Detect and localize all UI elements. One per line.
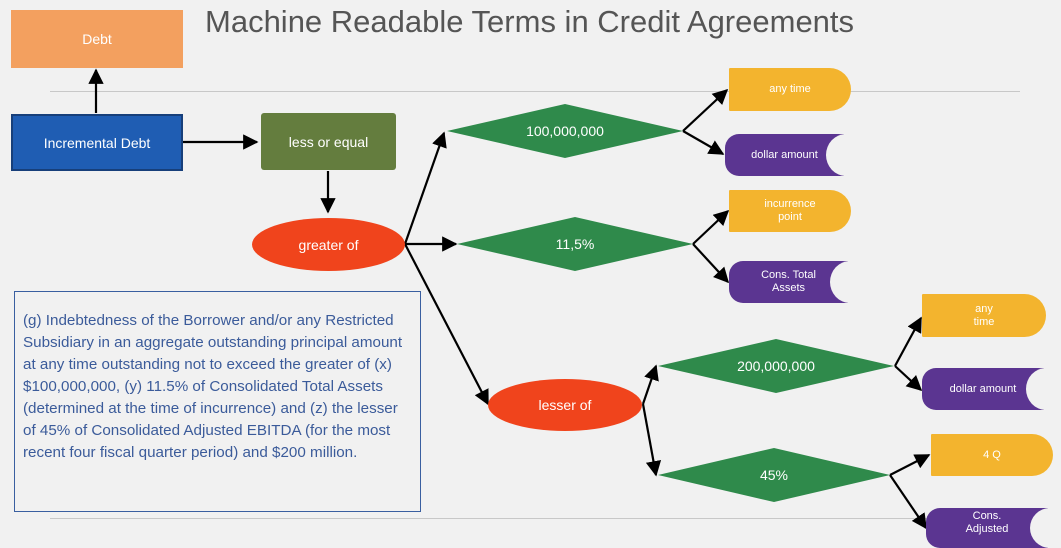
four-q-label: 4 Q (983, 448, 1001, 461)
lesser-of-ellipse: lesser of (488, 379, 642, 431)
lesser-of-label: lesser of (538, 397, 592, 413)
four-q-terminal: 4 Q (931, 434, 1053, 476)
less-or-equal-label: less or equal (288, 133, 369, 150)
arrow-greater-of-to-100m (403, 131, 447, 245)
notch-shape (1026, 368, 1044, 410)
arrow-45-to-4q (889, 454, 931, 476)
slide-title: Machine Readable Terms in Credit Agreeme… (205, 4, 855, 39)
diamond-45-shape (658, 448, 890, 502)
arrow-200m-to-dollar-amount (894, 365, 923, 392)
clause-text: (g) Indebtedness of the Borrower and/or … (23, 312, 403, 461)
arrow-lesser-of-to-200m (641, 364, 659, 405)
any-time-terminal-2: any time (922, 294, 1046, 337)
notch-shape (830, 261, 848, 303)
cons-total-assets-label: Cons. Total Assets (761, 269, 816, 294)
diamond-45-label: 45% (759, 467, 789, 483)
bottom-divider (50, 518, 1020, 519)
dollar-amount-terminal-1: dollar amount (725, 134, 844, 176)
diamond-11-5-label: 11,5% (555, 236, 595, 252)
incurrence-point-label: incurrence point (764, 198, 816, 223)
incremental-debt-label: Incremental Debt (43, 134, 151, 151)
debt-box: Debt (11, 10, 183, 68)
diamond-200m-shape (658, 339, 894, 393)
arrow-45-to-cons-adjusted (889, 474, 927, 530)
incremental-debt-box: Incremental Debt (11, 114, 183, 171)
debt-label: Debt (82, 31, 112, 47)
arrow-lesser-of-to-45 (641, 403, 662, 477)
any-time-terminal-1: any time (729, 68, 851, 111)
arrow-11-5-to-cons-total (692, 243, 730, 284)
arrow-greater-of-to-lesser-of (404, 243, 489, 406)
arrow-100m-to-dollar-amount (682, 130, 725, 155)
cons-adjusted-terminal: Cons. Adjusted (926, 508, 1048, 548)
diamond-100m-shape (447, 104, 683, 158)
greater-of-ellipse: greater of (252, 218, 405, 271)
diamond-11-5-shape (457, 217, 693, 271)
any-time-label-2: any time (973, 302, 995, 328)
clause-text-box: (g) Indebtedness of the Borrower and/or … (14, 291, 421, 512)
cons-total-assets-terminal: Cons. Total Assets (729, 261, 848, 303)
diamond-100m-label: 100,000,000 (526, 123, 604, 139)
cons-adjusted-label: Cons. Adjusted (965, 510, 1009, 535)
connector-layer (88, 68, 931, 530)
arrow-200m-to-any-time (894, 316, 922, 367)
any-time-label-1: any time (769, 83, 811, 95)
dollar-amount-label-2: dollar amount (949, 382, 1017, 395)
notch-shape (826, 134, 844, 176)
dollar-amount-label-1: dollar amount (751, 148, 818, 161)
arrow-11-5-to-incurrence (692, 209, 730, 245)
top-divider (50, 91, 1020, 92)
diamond-200m-label: 200,000,000 (737, 358, 815, 374)
dollar-amount-terminal-2: dollar amount (922, 368, 1044, 410)
notch-shape (1030, 508, 1048, 548)
arrow-100m-to-any-time (682, 88, 729, 132)
less-or-equal-box: less or equal (261, 113, 396, 170)
greater-of-label: greater of (298, 236, 359, 253)
incurrence-point-terminal: incurrence point (729, 190, 851, 232)
